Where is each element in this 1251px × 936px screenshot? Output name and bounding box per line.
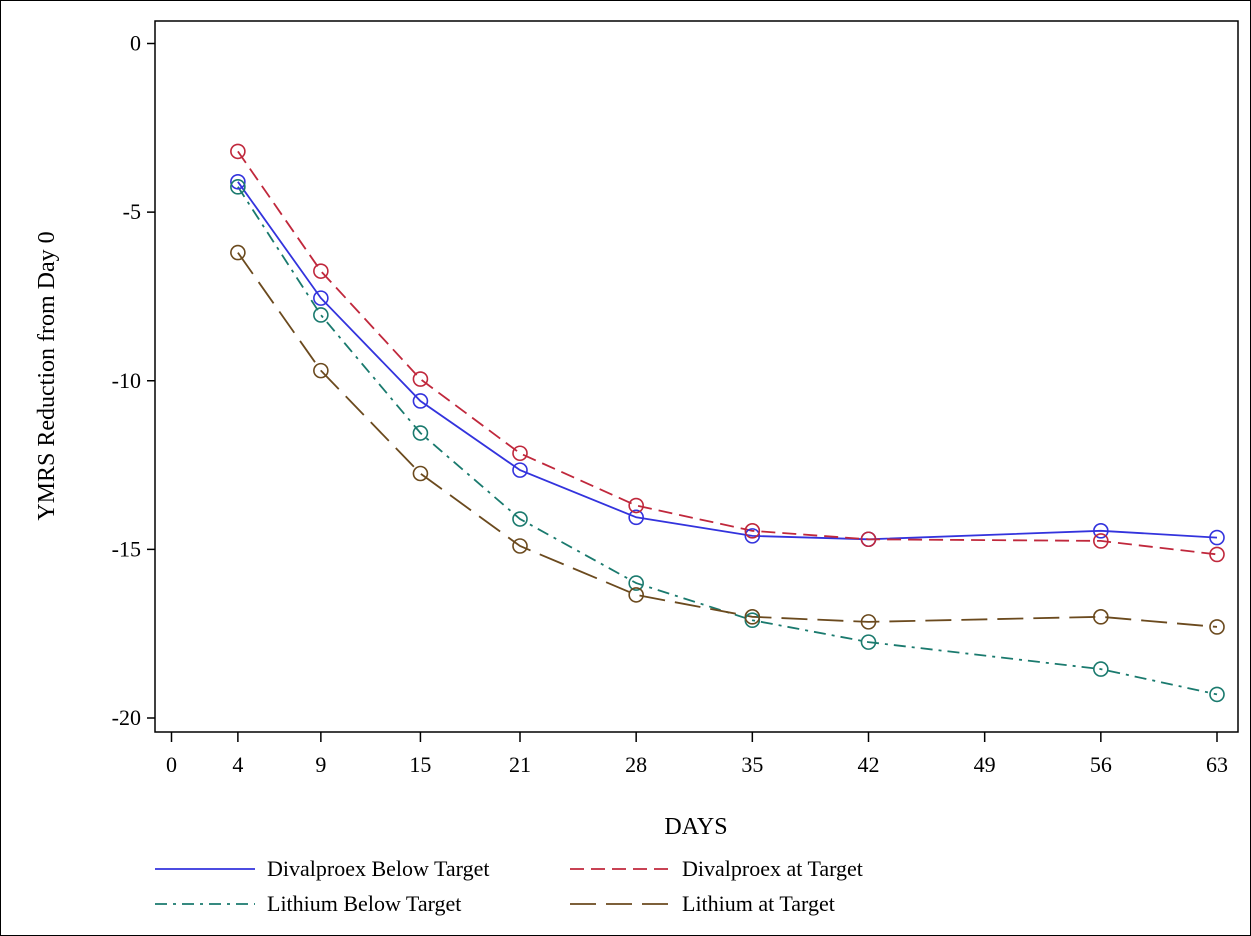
x-tick-label: 15 [409,752,431,777]
data-point [1210,620,1224,634]
legend: Divalproex Below Target Divalproex at Tar… [155,856,863,916]
x-tick-label: 21 [509,752,531,777]
series-group [238,151,1217,694]
legend-label: Divalproex at Target [682,856,863,881]
data-point [314,308,328,322]
x-tick-label: 49 [974,752,996,777]
legend-label: Divalproex Below Target [267,856,489,881]
x-tick-label: 28 [625,752,647,777]
data-point [513,446,527,460]
x-tick-label: 35 [741,752,763,777]
legend-label: Lithium at Target [682,891,835,916]
legend-label: Lithium Below Target [267,891,461,916]
series-line-2 [238,151,1217,554]
x-tick-label: 56 [1090,752,1112,777]
y-axis: 0 -5 -10 -15 -20 [112,31,155,731]
x-axis-label: DAYS [664,814,727,840]
y-tick-label: -15 [112,536,141,561]
y-axis-label: YMRS Reduction from Day 0 [34,231,60,520]
series-line-1 [238,182,1217,540]
series-line-4 [238,253,1217,627]
y-tick-label: -20 [112,705,141,730]
y-tick-label: -5 [123,199,141,224]
data-point [413,466,427,480]
data-point [314,264,328,278]
y-tick-label: 0 [130,31,141,56]
data-point [231,246,245,260]
x-tick-label: 63 [1206,752,1228,777]
x-tick-label: 42 [858,752,880,777]
x-tick-label: 4 [232,752,243,777]
y-tick-label: -10 [112,368,141,393]
x-tick-label: 9 [315,752,326,777]
x-axis: 0 4 9 15 21 28 35 42 49 56 63 [166,732,1228,777]
data-point [413,372,427,386]
x-tick-label: 0 [166,752,177,777]
